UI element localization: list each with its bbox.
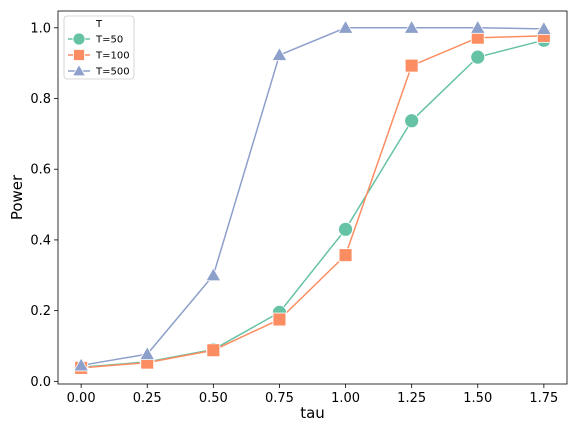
y-axis-label: Power — [8, 174, 26, 220]
data-point-t-100 — [206, 343, 221, 358]
legend-label: T=50 — [95, 35, 123, 46]
legend-label: T=500 — [95, 67, 130, 78]
data-point-t-100 — [338, 248, 353, 262]
y-tick-label: 1.0 — [30, 21, 51, 36]
legend: T T=50 T=100 T=500 — [63, 15, 135, 80]
series-line-t-50 — [81, 39, 545, 368]
x-tick-label: 1.25 — [397, 391, 426, 406]
x-tick-label: 1.00 — [331, 391, 360, 406]
legend-marker — [72, 63, 86, 77]
legend-marker — [72, 32, 86, 46]
plot-frame — [57, 10, 568, 385]
y-tick-label: 0.2 — [30, 304, 51, 319]
x-axis-label: tau — [300, 404, 325, 422]
legend-title: T — [95, 19, 103, 30]
data-point-t-500 — [73, 357, 90, 372]
x-tick-label: 0.00 — [67, 391, 96, 406]
legend-marker — [73, 49, 85, 61]
data-point-t-500 — [469, 19, 486, 34]
x-tick-label: 0.75 — [265, 391, 294, 406]
y-tick-label: 0.0 — [30, 375, 51, 390]
legend-label: T=100 — [95, 51, 130, 62]
y-tick-label: 0.8 — [30, 92, 51, 107]
data-point-t-500 — [403, 19, 420, 34]
x-tick-label: 1.75 — [529, 391, 558, 406]
x-tick-label: 0.25 — [133, 391, 162, 406]
series-lines — [81, 27, 545, 369]
data-point-t-50 — [470, 49, 486, 65]
y-axis-ticks: 0.0 0.2 0.4 0.6 0.8 1.0 — [30, 21, 58, 390]
data-point-t-50 — [338, 221, 353, 237]
x-tick-label: 0.50 — [199, 391, 228, 406]
series-line-t-500 — [81, 27, 544, 367]
data-point-t-100 — [272, 312, 287, 327]
data-point-t-50 — [404, 113, 420, 129]
data-point-t-500 — [337, 19, 354, 34]
x-tick-label: 1.50 — [463, 391, 492, 406]
data-point-t-500 — [271, 46, 288, 61]
series-markers — [73, 19, 552, 375]
y-tick-label: 0.4 — [30, 233, 51, 248]
x-axis-ticks: 0.00 0.25 0.50 0.75 1.00 1.25 1.50 1.75 — [67, 384, 558, 406]
data-point-t-100 — [404, 58, 419, 73]
y-tick-label: 0.6 — [30, 163, 51, 178]
legend-box — [63, 15, 135, 80]
data-point-t-500 — [205, 267, 222, 282]
plot-border — [57, 10, 568, 385]
data-point-t-500 — [535, 20, 552, 35]
data-point-t-500 — [139, 345, 156, 361]
series-line-t-100 — [81, 35, 544, 369]
